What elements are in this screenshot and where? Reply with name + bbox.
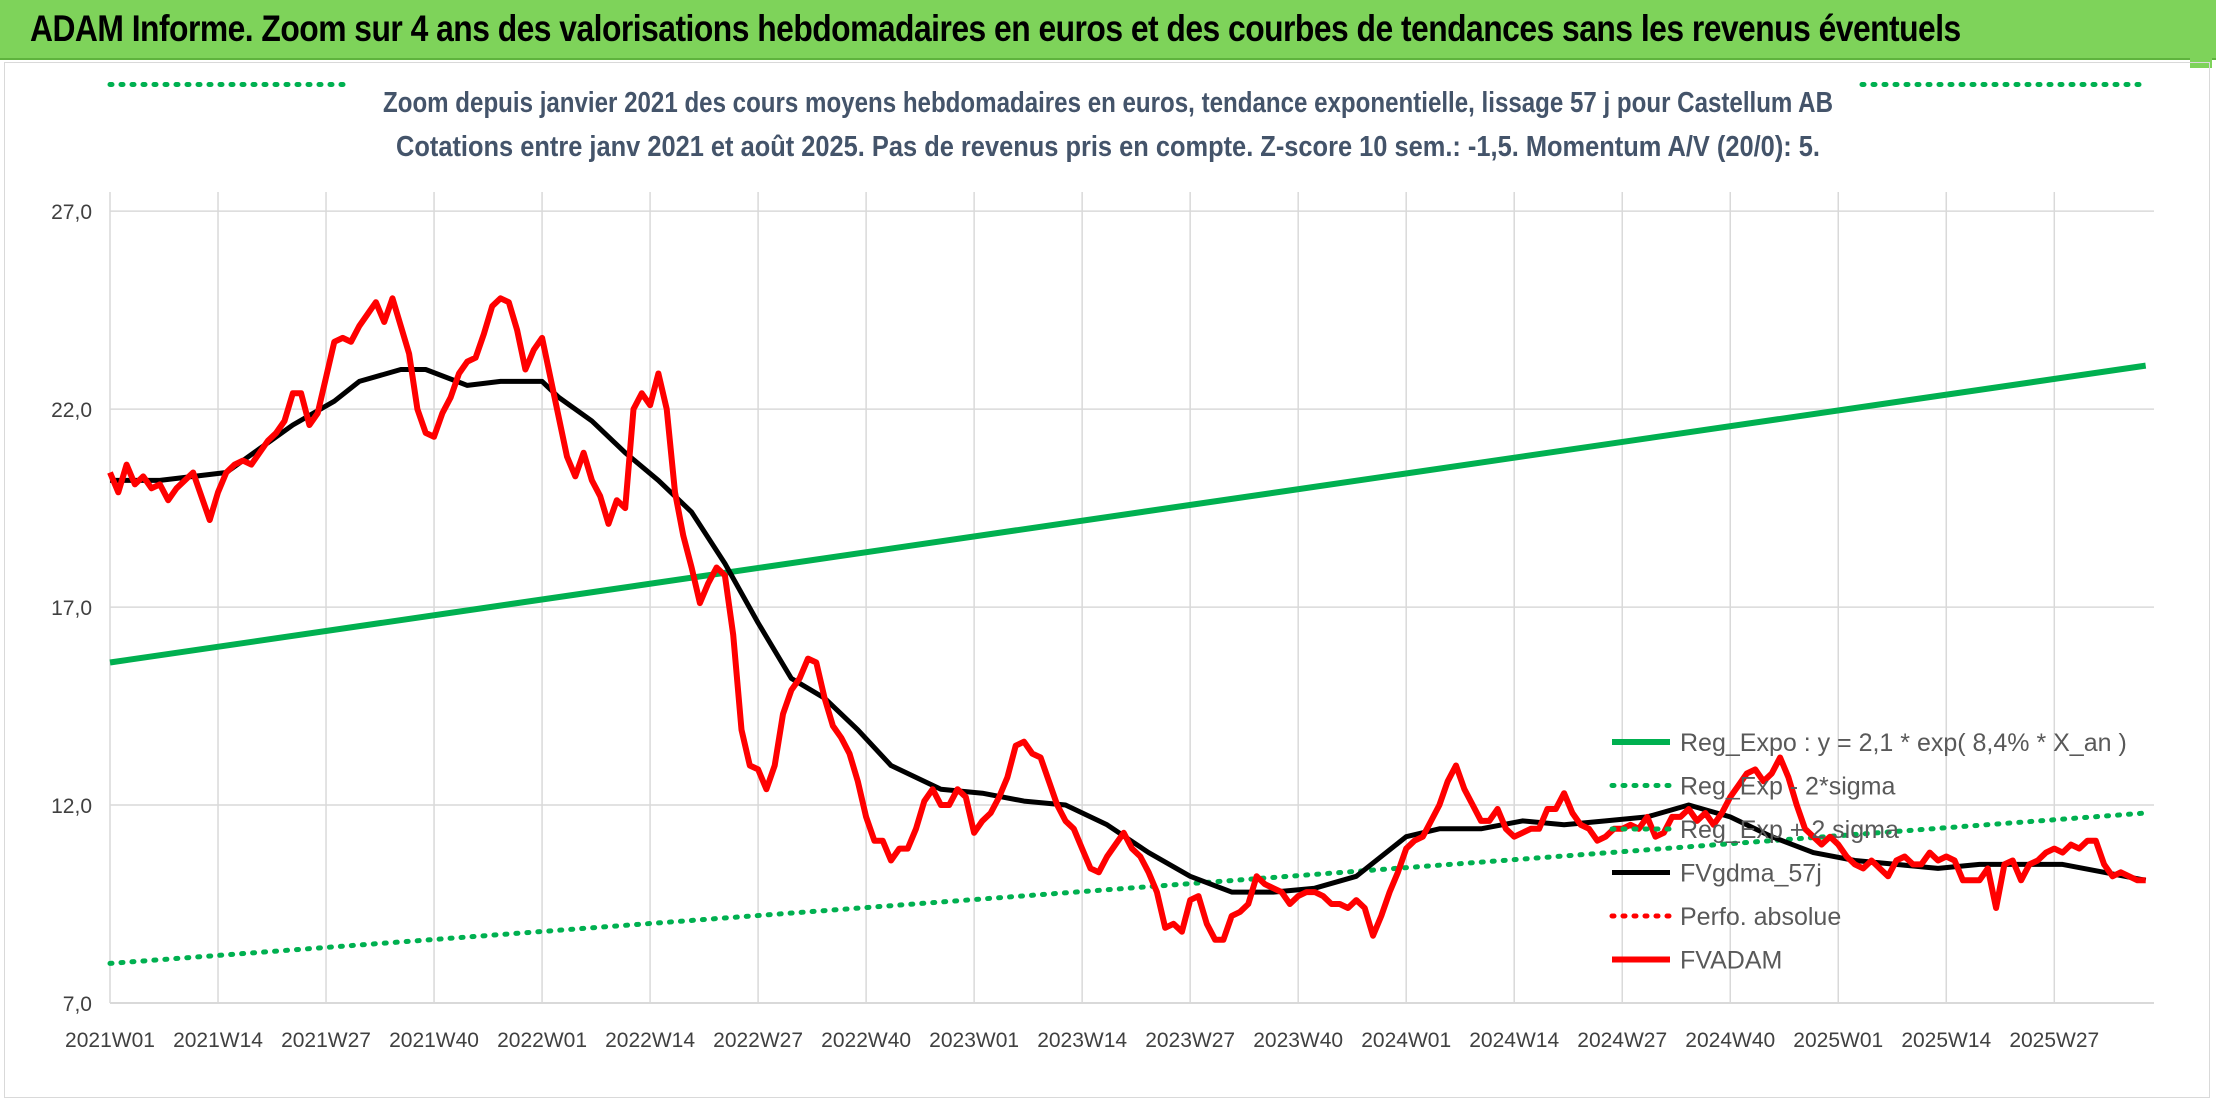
x-tick-label: 2025W14 — [1901, 1029, 1991, 1052]
chart-subtitle: Cotations entre janv 2021 et août 2025. … — [396, 131, 1820, 163]
x-tick-label: 2021W27 — [281, 1029, 371, 1052]
legend-label-0: Reg_Expo : y = 2,1 * exp( 8,4% * X_an ) — [1680, 729, 2127, 757]
legend-label-5: FVADAM — [1680, 947, 1782, 975]
x-tick-label: 2025W27 — [2009, 1029, 2099, 1052]
x-tick-label: 2024W27 — [1577, 1029, 1667, 1052]
x-tick-label: 2023W14 — [1037, 1029, 1127, 1052]
y-tick-label: 7,0 — [63, 993, 92, 1016]
legend-label-4: Perfo. absolue — [1680, 903, 1841, 931]
x-tick-label: 2021W40 — [389, 1029, 479, 1052]
x-tick-label: 2022W01 — [497, 1029, 587, 1052]
x-tick-label: 2024W01 — [1361, 1029, 1451, 1052]
series-line-3 — [110, 367, 2147, 895]
series-line-5 — [107, 295, 2146, 943]
chart-title: Zoom depuis janvier 2021 des cours moyen… — [383, 87, 1833, 119]
x-tick-label: 2023W27 — [1145, 1029, 1235, 1052]
x-tick-label: 2024W14 — [1469, 1029, 1559, 1052]
x-tick-label: 2021W14 — [173, 1029, 263, 1052]
report-banner: ADAM Informe. Zoom sur 4 ans des valoris… — [0, 0, 2216, 60]
chart-frame — [4, 62, 2210, 1098]
series-line-0 — [109, 362, 2147, 666]
plot-area — [107, 82, 2149, 966]
x-tick-label: 2023W40 — [1253, 1029, 1343, 1052]
x-tick-label: 2022W14 — [605, 1029, 695, 1052]
y-tick-label: 17,0 — [51, 597, 92, 620]
series-line-1 — [107, 810, 2149, 966]
y-tick-label: 27,0 — [51, 201, 92, 224]
axis-ticks: 7,0 12,0 17,0 22,0 27,0 2021W01 2021W14 2021W27… — [51, 201, 2154, 1052]
corner-accent — [2190, 58, 2212, 68]
legend-label-3: FVgdma_57j — [1680, 860, 1822, 888]
legend: Reg_Expo : y = 2,1 * exp( 8,4% * X_an ) R… — [1609, 729, 2127, 975]
x-tick-label: 2024W40 — [1685, 1029, 1775, 1052]
legend-box — [1592, 722, 2152, 984]
legend-label-2: Reg_Exp + 2 sigma — [1680, 816, 1899, 844]
legend-label-1: Reg_Exp - 2*sigma — [1680, 773, 1895, 801]
y-tick-label: 12,0 — [51, 795, 92, 818]
x-tick-label: 2025W01 — [1793, 1029, 1883, 1052]
x-tick-label: 2021W01 — [65, 1029, 155, 1052]
y-tick-label: 22,0 — [51, 399, 92, 422]
x-tick-label: 2022W40 — [821, 1029, 911, 1052]
report-title: ADAM Informe. Zoom sur 4 ans des valoris… — [30, 8, 1961, 49]
x-tick-label: 2023W01 — [929, 1029, 1019, 1052]
x-tick-label: 2022W27 — [713, 1029, 803, 1052]
